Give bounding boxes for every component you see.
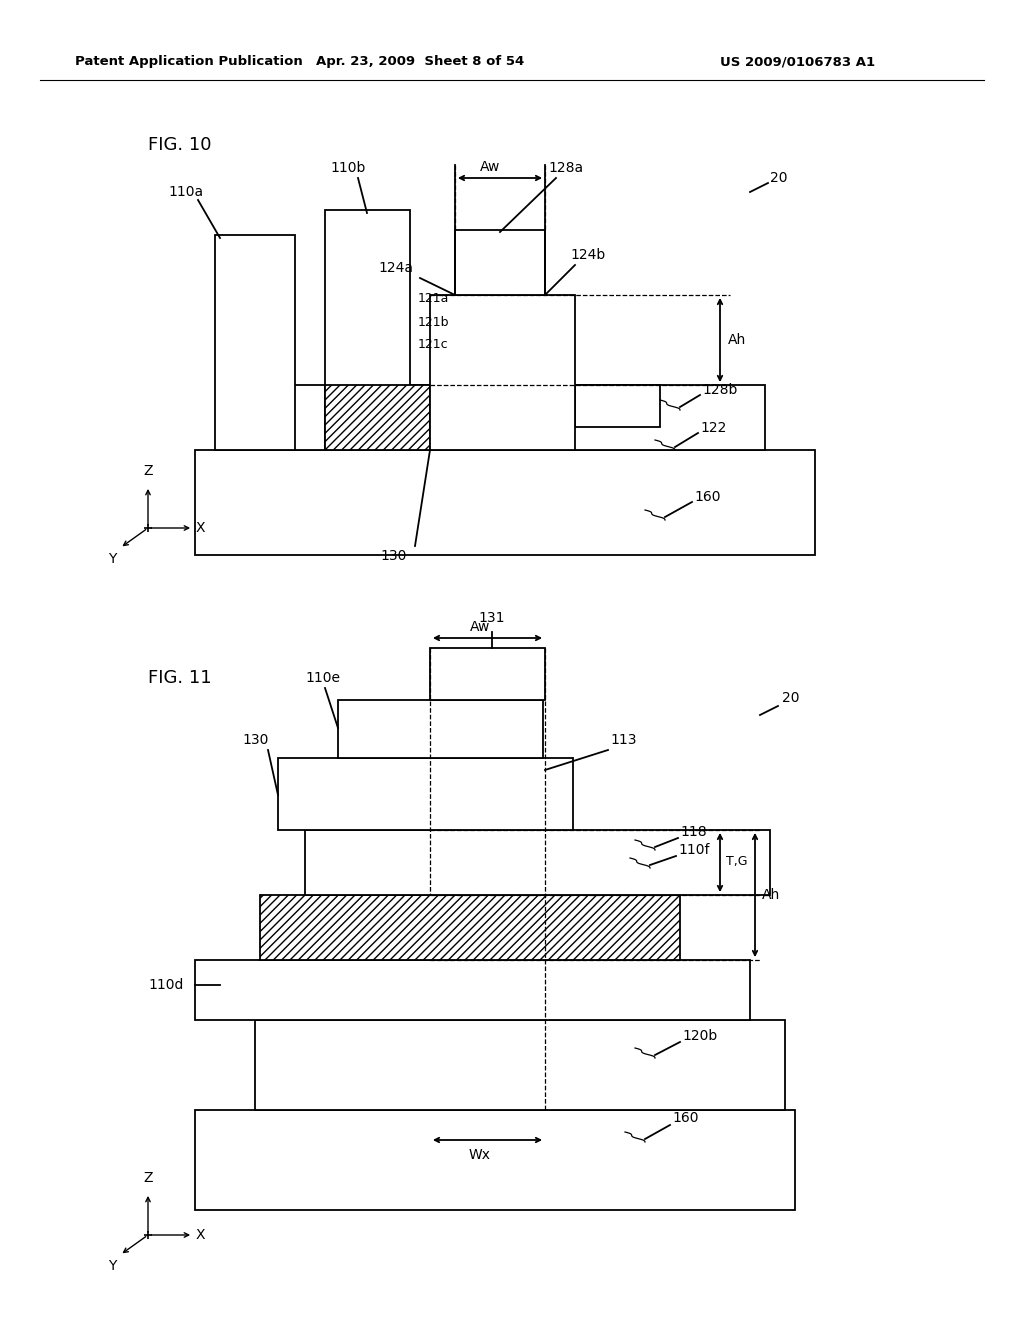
Text: Z: Z xyxy=(143,1171,153,1185)
Bar xyxy=(575,385,660,426)
Text: 128a: 128a xyxy=(548,161,583,176)
Text: Ah: Ah xyxy=(762,888,780,902)
Text: 160: 160 xyxy=(694,490,721,504)
Text: Ah: Ah xyxy=(728,333,746,347)
Bar xyxy=(255,385,765,450)
Text: US 2009/0106783 A1: US 2009/0106783 A1 xyxy=(720,55,876,69)
Text: 20: 20 xyxy=(770,172,787,185)
Text: Y: Y xyxy=(108,552,116,566)
Bar xyxy=(325,385,430,450)
Bar xyxy=(215,235,295,450)
Text: 110d: 110d xyxy=(148,978,183,993)
Text: 113: 113 xyxy=(610,733,637,747)
Text: 110a: 110a xyxy=(168,185,203,199)
Bar xyxy=(430,294,575,450)
Text: 121b: 121b xyxy=(418,315,450,329)
Text: 110e: 110e xyxy=(305,671,340,685)
Text: 124b: 124b xyxy=(570,248,605,261)
Text: 130: 130 xyxy=(242,733,268,747)
Bar xyxy=(278,758,573,830)
Text: Wx: Wx xyxy=(469,1148,490,1162)
Text: FIG. 10: FIG. 10 xyxy=(148,136,212,154)
Bar xyxy=(338,700,543,758)
Bar xyxy=(455,230,545,294)
Text: Y: Y xyxy=(108,1259,116,1272)
Text: 131: 131 xyxy=(479,611,505,624)
Text: 118: 118 xyxy=(680,825,707,840)
Text: 20: 20 xyxy=(782,690,800,705)
Text: T,G: T,G xyxy=(726,855,748,869)
Bar xyxy=(430,648,545,700)
Bar xyxy=(255,1020,785,1110)
Text: Patent Application Publication: Patent Application Publication xyxy=(75,55,303,69)
Text: 128b: 128b xyxy=(702,383,737,397)
Text: 124a: 124a xyxy=(378,261,413,275)
Bar xyxy=(325,210,410,450)
Text: 110f: 110f xyxy=(678,843,710,857)
Text: Z: Z xyxy=(143,465,153,478)
Bar xyxy=(260,895,680,960)
Text: Apr. 23, 2009  Sheet 8 of 54: Apr. 23, 2009 Sheet 8 of 54 xyxy=(315,55,524,69)
Text: Aw: Aw xyxy=(480,160,500,174)
Text: X: X xyxy=(196,1228,206,1242)
Bar xyxy=(195,960,750,1020)
Text: 121c: 121c xyxy=(418,338,449,351)
Text: 130: 130 xyxy=(380,549,407,564)
Text: FIG. 11: FIG. 11 xyxy=(148,669,212,686)
Text: 121a: 121a xyxy=(418,292,450,305)
Text: 160: 160 xyxy=(672,1111,698,1125)
Bar xyxy=(195,450,815,554)
Text: 110b: 110b xyxy=(330,161,366,176)
Text: 122: 122 xyxy=(700,421,726,436)
Bar xyxy=(195,1110,795,1210)
Text: 120b: 120b xyxy=(682,1030,717,1043)
Text: X: X xyxy=(196,521,206,535)
Text: Aw: Aw xyxy=(470,620,490,634)
Bar xyxy=(305,830,770,895)
